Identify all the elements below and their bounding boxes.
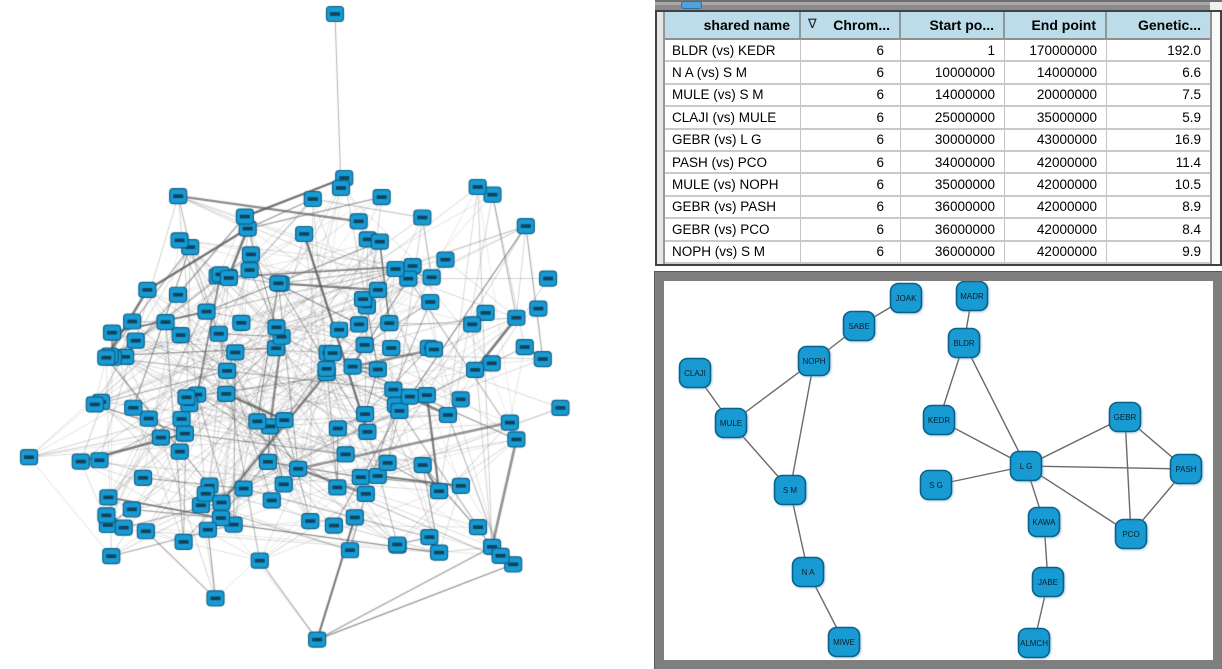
network-node-pco[interactable]: PCO <box>1114 518 1148 550</box>
table-cell-r8-c5[interactable]: 8.9 <box>1107 196 1210 220</box>
table-cell-r4-c4[interactable]: 35000000 <box>1005 107 1107 130</box>
table-cell-r1-c5[interactable]: 192.0 <box>1107 40 1210 63</box>
table-cell-r1-c1[interactable]: BLDR (vs) KEDR <box>665 40 801 63</box>
network-node-s-m[interactable]: S M <box>773 474 807 506</box>
edge-attribute-table: shared name ∇ Chrom... Start po... End point… <box>665 12 1210 264</box>
filter-funnel-icon[interactable]: ∇ <box>808 16 817 31</box>
column-header-genetic[interactable]: Genetic... <box>1107 12 1210 40</box>
table-cell-r7-c5[interactable]: 10.5 <box>1107 174 1210 197</box>
table-cell-r8-c2[interactable]: 6 <box>801 196 901 220</box>
table-cell-r10-c4[interactable]: 42000000 <box>1005 241 1107 264</box>
table-cell-r7-c1[interactable]: MULE (vs) NOPH <box>665 174 801 197</box>
table-cell-r1-c3[interactable]: 1 <box>901 40 1005 63</box>
table-header-row: shared name ∇ Chrom... Start po... End point… <box>665 12 1210 40</box>
network-node-jabe[interactable]: JABE <box>1031 566 1065 598</box>
table-cell-r5-c3[interactable]: 30000000 <box>901 129 1005 152</box>
right-column: shared name ∇ Chrom... Start po... End point… <box>654 0 1222 669</box>
table-cell-r5-c2[interactable]: 6 <box>801 129 901 152</box>
table-cell-r4-c5[interactable]: 5.9 <box>1107 107 1210 130</box>
panel-gap <box>655 266 1222 272</box>
table-cell-r9-c2[interactable]: 6 <box>801 219 901 242</box>
network-node-sabe[interactable]: SABE <box>842 310 876 342</box>
table-cell-r3-c1[interactable]: MULE (vs) S M <box>665 84 801 108</box>
network-edge-gebr-pco[interactable] <box>1124 416 1132 535</box>
network-node-bldr[interactable]: BLDR <box>947 327 981 359</box>
network-node-noph[interactable]: NOPH <box>797 345 831 377</box>
table-cell-r9-c5[interactable]: 8.4 <box>1107 219 1210 242</box>
table-cell-r6-c5[interactable]: 11.4 <box>1107 151 1210 175</box>
table-cell-r2-c3[interactable]: 10000000 <box>901 62 1005 85</box>
column-header-end-point[interactable]: End point <box>1005 12 1107 40</box>
network-node-madr[interactable]: MADR <box>955 281 989 312</box>
edge-attribute-table-panel: shared name ∇ Chrom... Start po... End point… <box>655 10 1222 266</box>
table-cell-r6-c3[interactable]: 34000000 <box>901 151 1005 175</box>
scrollbar-corner <box>1210 2 1222 10</box>
table-cell-r10-c3[interactable]: 36000000 <box>901 241 1005 264</box>
table-cell-r8-c3[interactable]: 36000000 <box>901 196 1005 220</box>
network-node-mule[interactable]: MULE <box>714 407 748 439</box>
window-edge-strip <box>655 0 1222 10</box>
network-edge-l-g-pash[interactable] <box>1025 465 1187 470</box>
network-node-claji[interactable]: CLAJI <box>678 357 712 389</box>
table-cell-r6-c1[interactable]: PASH (vs) PCO <box>665 151 801 175</box>
table-cell-r5-c5[interactable]: 16.9 <box>1107 129 1210 152</box>
network-node-s-g[interactable]: S G <box>919 469 953 501</box>
table-row-gutter <box>657 12 665 264</box>
network-node-gebr[interactable]: GEBR <box>1108 401 1142 433</box>
large-network-panel <box>0 0 655 669</box>
table-cell-r4-c2[interactable]: 6 <box>801 107 901 130</box>
column-header-chrom[interactable]: ∇ Chrom... <box>801 12 901 40</box>
network-node-n-a[interactable]: N A <box>791 556 825 588</box>
network-node-pash[interactable]: PASH <box>1169 453 1203 485</box>
network-edge-l-g-pco[interactable] <box>1025 465 1132 535</box>
table-cell-r9-c4[interactable]: 42000000 <box>1005 219 1107 242</box>
table-body: BLDR (vs) KEDR 6 1 170000000 192.0 N A (vs) S… <box>665 40 1210 264</box>
network-node-l-g[interactable]: L G <box>1009 450 1043 482</box>
table-cell-r2-c2[interactable]: 6 <box>801 62 901 85</box>
table-cell-r1-c4[interactable]: 170000000 <box>1005 40 1107 63</box>
table-cell-r2-c4[interactable]: 14000000 <box>1005 62 1107 85</box>
network-node-miwe[interactable]: MIWE <box>827 626 861 658</box>
table-cell-r1-c2[interactable]: 6 <box>801 40 901 63</box>
scrollbar-thumb[interactable] <box>681 1 702 9</box>
table-cell-r3-c2[interactable]: 6 <box>801 84 901 108</box>
network-edge-bldr-l-g[interactable] <box>963 342 1027 467</box>
table-cell-r6-c4[interactable]: 42000000 <box>1005 151 1107 175</box>
column-header-start-po[interactable]: Start po... <box>901 12 1005 40</box>
table-cell-r10-c2[interactable]: 6 <box>801 241 901 264</box>
column-header-shared-name[interactable]: shared name <box>665 12 801 40</box>
table-cell-r4-c3[interactable]: 25000000 <box>901 107 1005 130</box>
table-cell-r4-c1[interactable]: CLAJI (vs) MULE <box>665 107 801 130</box>
table-cell-r2-c1[interactable]: N A (vs) S M <box>665 62 801 85</box>
table-cell-r8-c1[interactable]: GEBR (vs) PASH <box>665 196 801 220</box>
table-vertical-scrollbar[interactable] <box>1210 12 1220 264</box>
table-cell-r2-c5[interactable]: 6.6 <box>1107 62 1210 85</box>
table-cell-r7-c3[interactable]: 35000000 <box>901 174 1005 197</box>
network-node-kawa[interactable]: KAWA <box>1027 506 1061 538</box>
table-cell-r8-c4[interactable]: 42000000 <box>1005 196 1107 220</box>
table-cell-r7-c4[interactable]: 42000000 <box>1005 174 1107 197</box>
network-edge-l-g-gebr[interactable] <box>1025 416 1126 467</box>
table-cell-r3-c5[interactable]: 7.5 <box>1107 84 1210 108</box>
table-cell-r9-c3[interactable]: 36000000 <box>901 219 1005 242</box>
network-edge-noph-s-m[interactable] <box>789 360 815 491</box>
table-cell-r5-c4[interactable]: 43000000 <box>1005 129 1107 152</box>
network-node-almch[interactable]: ALMCH <box>1017 627 1051 659</box>
table-cell-r6-c2[interactable]: 6 <box>801 151 901 175</box>
table-cell-r9-c1[interactable]: GEBR (vs) PCO <box>665 219 801 242</box>
table-cell-r5-c1[interactable]: GEBR (vs) L G <box>665 129 801 152</box>
table-cell-r3-c3[interactable]: 14000000 <box>901 84 1005 108</box>
table-cell-r10-c5[interactable]: 9.9 <box>1107 241 1210 264</box>
network-node-kedr[interactable]: KEDR <box>922 404 956 436</box>
table-cell-r3-c4[interactable]: 20000000 <box>1005 84 1107 108</box>
large-network-canvas[interactable] <box>0 0 655 669</box>
table-cell-r7-c2[interactable]: 6 <box>801 174 901 197</box>
small-network-panel: CLAJI MULE NOPH SABE JOAK MADR BLDR KEDR S G L G G… <box>654 271 1222 669</box>
network-node-joak[interactable]: JOAK <box>889 282 923 314</box>
table-cell-r10-c1[interactable]: NOPH (vs) S M <box>665 241 801 264</box>
